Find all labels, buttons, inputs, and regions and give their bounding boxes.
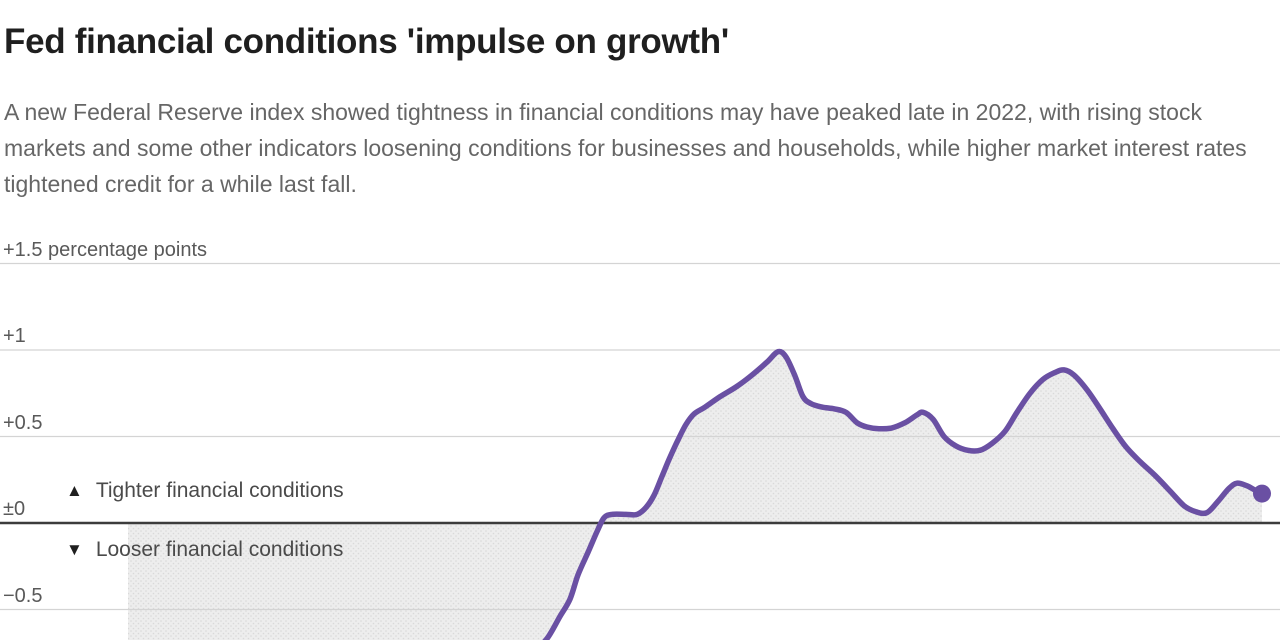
y-tick-label-0point5: +0.5 <box>3 412 43 434</box>
series-line <box>542 348 1265 640</box>
chart-subtitle: A new Federal Reserve index showed tight… <box>4 99 1247 197</box>
y-tick-label-minus0point5: −0.5 <box>3 585 43 607</box>
y-tick-label-1point5: +1.5 percentage points <box>3 239 208 261</box>
triangle-up-icon: ▲ <box>66 481 83 500</box>
annotation-tighter: ▲ Tighter financial conditions <box>66 479 344 503</box>
series-end-dot <box>1253 484 1271 503</box>
annotation-looser: ▼ Looser financial conditions <box>66 538 343 562</box>
triangle-down-icon: ▼ <box>66 540 83 559</box>
page-title: Fed financial conditions 'impulse on gro… <box>4 22 729 61</box>
annotation-looser-label: Looser financial conditions <box>95 538 344 561</box>
series-area-fill <box>128 351 1262 640</box>
y-tick-label-1: +1 <box>3 325 26 347</box>
y-tick-label-zero: ±0 <box>3 498 26 520</box>
annotation-tighter-label: Tighter financial conditions <box>95 479 344 502</box>
